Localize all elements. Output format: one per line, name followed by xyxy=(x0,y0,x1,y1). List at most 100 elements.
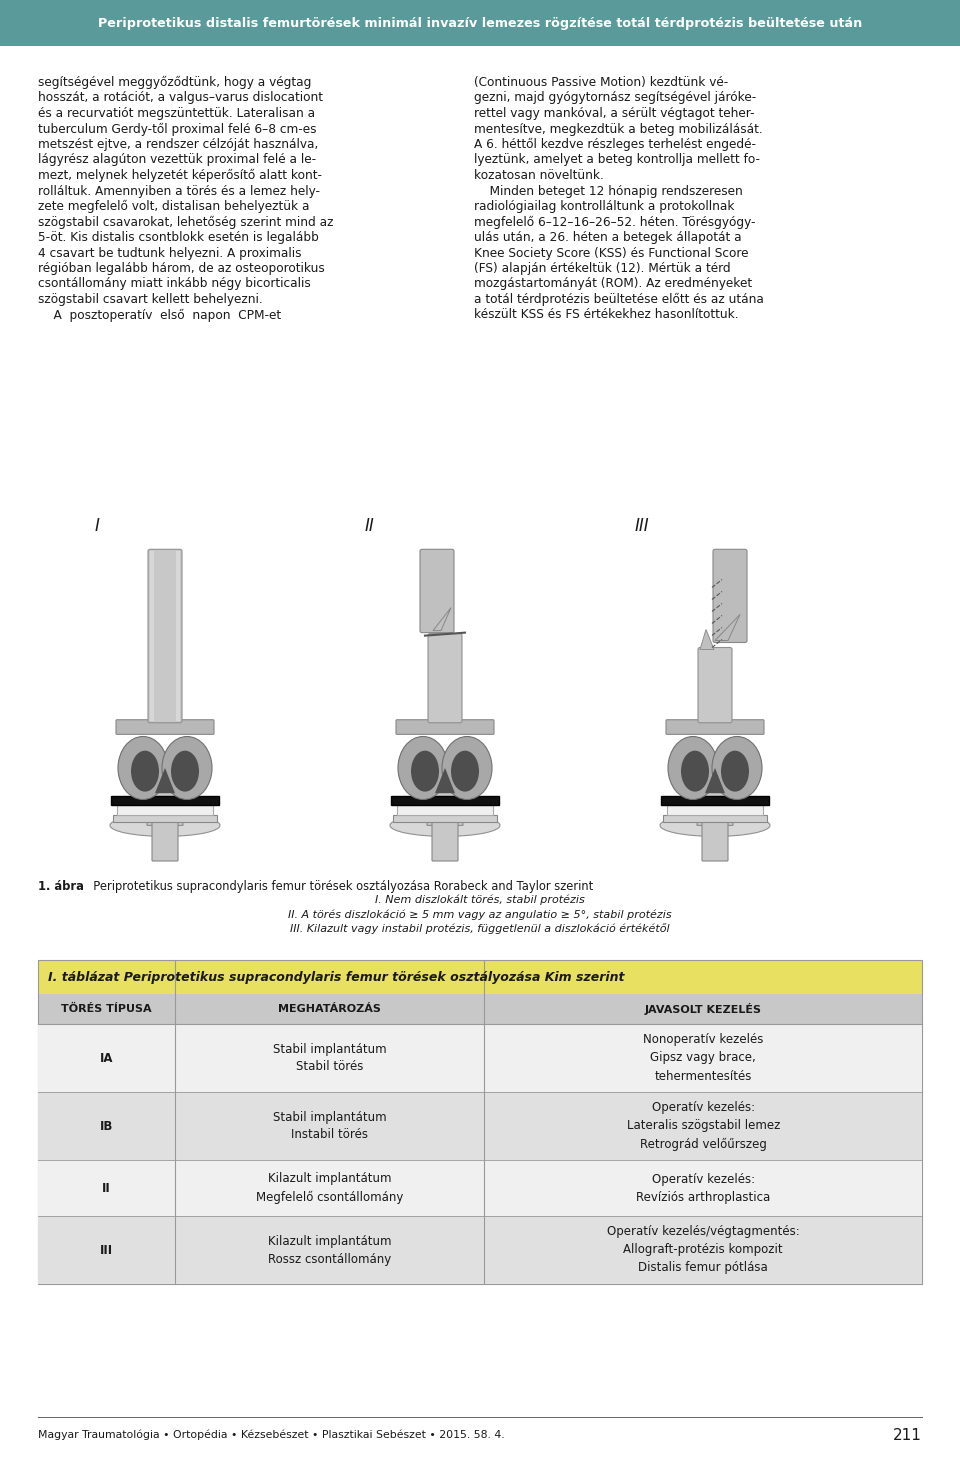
Text: lágyrész alagúton vezettük proximal felé a le-: lágyrész alagúton vezettük proximal felé… xyxy=(38,153,316,166)
Text: IB: IB xyxy=(100,1119,113,1132)
Text: készült KSS és FS értékekhez hasonlítottuk.: készült KSS és FS értékekhez hasonlított… xyxy=(474,308,738,321)
FancyBboxPatch shape xyxy=(702,786,728,861)
FancyBboxPatch shape xyxy=(432,786,458,861)
Text: Knee Society Score (KSS) és Functional Score: Knee Society Score (KSS) és Functional S… xyxy=(474,247,749,260)
Text: és a recurvatiót megszüntettük. Lateralisan a: és a recurvatiót megszüntettük. Laterali… xyxy=(38,107,315,120)
Text: megfelelő 6–12–16–26–52. héten. Törésgyógy-: megfelelő 6–12–16–26–52. héten. Törésgyó… xyxy=(474,216,756,229)
Text: Operatív kezelés/végtagmentés:
Allograft-protézis kompozit
Distalis femur pótlás: Operatív kezelés/végtagmentés: Allograft… xyxy=(607,1226,800,1275)
Bar xyxy=(38,1024,922,1091)
Text: hosszát, a rotációt, a valgus–varus dislocationt: hosszát, a rotációt, a valgus–varus disl… xyxy=(38,92,323,105)
Text: Periprotetikus supracondylaris femur törések osztályozása Rorabeck and Taylor sz: Periprotetikus supracondylaris femur tör… xyxy=(86,880,593,893)
Text: szögstabil csavarokat, lehetőség szerint mind az: szögstabil csavarokat, lehetőség szerint… xyxy=(38,216,333,229)
FancyBboxPatch shape xyxy=(713,549,747,642)
FancyBboxPatch shape xyxy=(666,719,764,734)
Text: I: I xyxy=(95,516,100,535)
Ellipse shape xyxy=(162,737,212,800)
Bar xyxy=(661,797,769,805)
Text: III: III xyxy=(635,516,650,535)
Text: szögstabil csavart kellett behelyezni.: szögstabil csavart kellett behelyezni. xyxy=(38,293,263,306)
Polygon shape xyxy=(715,614,740,641)
Text: Stabil implantátum
Instabil törés: Stabil implantátum Instabil törés xyxy=(273,1110,387,1141)
Polygon shape xyxy=(147,763,183,826)
Text: a totál térdprotézis beültetése előtt és az utána: a totál térdprotézis beültetése előtt és… xyxy=(474,293,764,306)
Text: III. Kilazult vagy instabil protézis, függetlenül a diszlokáció értékétől: III. Kilazult vagy instabil protézis, fü… xyxy=(290,924,670,934)
Ellipse shape xyxy=(668,737,718,800)
Ellipse shape xyxy=(398,737,448,800)
Ellipse shape xyxy=(171,751,199,792)
Text: I. táblázat Periprotetikus supracondylaris femur törések osztályozása Kim szerin: I. táblázat Periprotetikus supracondylar… xyxy=(48,970,625,983)
Bar xyxy=(393,816,497,823)
Text: lyeztünk, amelyet a beteg kontrollja mellett fo-: lyeztünk, amelyet a beteg kontrollja mel… xyxy=(474,153,760,166)
Bar xyxy=(397,805,493,816)
Ellipse shape xyxy=(118,737,168,800)
Text: A 6. héttől kezdve részleges terhelést engedé-: A 6. héttől kezdve részleges terhelést e… xyxy=(474,139,756,152)
FancyBboxPatch shape xyxy=(396,719,494,734)
Polygon shape xyxy=(433,607,451,630)
Text: II: II xyxy=(102,1182,111,1195)
Polygon shape xyxy=(697,763,733,826)
Bar xyxy=(0,0,960,47)
Bar xyxy=(391,797,499,805)
Bar xyxy=(663,816,767,823)
Text: A  posztoperatív  első  napon  CPM-et: A posztoperatív első napon CPM-et xyxy=(38,308,281,321)
Polygon shape xyxy=(435,767,455,794)
Ellipse shape xyxy=(721,751,749,792)
Text: 5-öt. Kis distalis csontblokk esetén is legalább: 5-öt. Kis distalis csontblokk esetén is … xyxy=(38,231,319,244)
Text: mezt, melynek helyzetét képerősítő alatt kont-: mezt, melynek helyzetét képerősítő alatt… xyxy=(38,169,322,182)
Text: ulás után, a 26. héten a betegek állapotát a: ulás után, a 26. héten a betegek állapot… xyxy=(474,231,742,244)
Text: tuberculum Gerdy-től proximal felé 6–8 cm-es: tuberculum Gerdy-től proximal felé 6–8 c… xyxy=(38,123,317,136)
Text: II. A törés diszlokáció ≥ 5 mm vagy az angulatio ≥ 5°, stabil protézis: II. A törés diszlokáció ≥ 5 mm vagy az a… xyxy=(288,909,672,919)
Text: rettel vagy mankóval, a sérült végtagot teher-: rettel vagy mankóval, a sérült végtagot … xyxy=(474,107,755,120)
Text: csontállomány miatt inkább négy bicorticalis: csontállomány miatt inkább négy bicortic… xyxy=(38,277,311,290)
Bar xyxy=(38,960,922,1284)
Ellipse shape xyxy=(110,814,220,836)
Text: Operatív kezelés:
Revíziós arthroplastica: Operatív kezelés: Revíziós arthroplastic… xyxy=(636,1173,770,1204)
Bar xyxy=(38,1160,922,1215)
FancyBboxPatch shape xyxy=(428,633,462,722)
Bar xyxy=(150,552,154,721)
Bar xyxy=(111,797,219,805)
Text: Periprotetikus distalis femurtörések minimál invazív lemezes rögzítése totál tér: Periprotetikus distalis femurtörések min… xyxy=(98,16,862,29)
Text: régióban legalább három, de az osteoporotikus: régióban legalább három, de az osteoporo… xyxy=(38,263,324,274)
Text: mentesítve, megkezdtük a beteg mobilizálását.: mentesítve, megkezdtük a beteg mobilizál… xyxy=(474,123,762,136)
Text: Kilazult implantátum
Megfelelő csontállomány: Kilazult implantátum Megfelelő csontállo… xyxy=(256,1173,403,1204)
Bar xyxy=(667,805,763,816)
Text: metszést ejtve, a rendszer célzóját használva,: metszést ejtve, a rendszer célzóját hasz… xyxy=(38,139,319,150)
Text: kozatosan növeltünk.: kozatosan növeltünk. xyxy=(474,169,604,182)
Text: Kilazult implantátum
Rossz csontállomány: Kilazult implantátum Rossz csontállomány xyxy=(268,1234,392,1265)
Polygon shape xyxy=(155,767,175,794)
Text: III: III xyxy=(100,1243,113,1256)
Ellipse shape xyxy=(681,751,709,792)
Ellipse shape xyxy=(442,737,492,800)
Text: 1. ábra: 1. ábra xyxy=(38,880,84,893)
Text: (FS) alapján értékeltük (12). Mértük a térd: (FS) alapján értékeltük (12). Mértük a t… xyxy=(474,263,731,274)
FancyBboxPatch shape xyxy=(698,648,732,722)
Bar xyxy=(117,805,213,816)
Text: Magyar Traumatológia • Ortopédia • Kézsebészet • Plasztikai Sebészet • 2015. 58.: Magyar Traumatológia • Ortopédia • Kézse… xyxy=(38,1430,505,1440)
Text: (Continuous Passive Motion) kezdtünk vé-: (Continuous Passive Motion) kezdtünk vé- xyxy=(474,76,729,89)
Text: II: II xyxy=(365,516,374,535)
Text: I. Nem diszlokált törés, stabil protézis: I. Nem diszlokált törés, stabil protézis xyxy=(375,894,585,905)
Text: gezni, majd gyógytornász segítségével járóke-: gezni, majd gyógytornász segítségével já… xyxy=(474,92,756,105)
Text: 211: 211 xyxy=(893,1427,922,1443)
Text: segítségével meggyőződtünk, hogy a végtag: segítségével meggyőződtünk, hogy a végta… xyxy=(38,76,311,89)
Text: MEGHATÁROZÁS: MEGHATÁROZÁS xyxy=(278,1004,381,1014)
Text: Nonoperatív kezelés
Gipsz vagy brace,
tehermentesítés: Nonoperatív kezelés Gipsz vagy brace, te… xyxy=(643,1033,763,1083)
Text: Operatív kezelés:
Lateralis szögstabil lemez
Retrográd velőűrszeg: Operatív kezelés: Lateralis szögstabil l… xyxy=(627,1102,780,1151)
Bar xyxy=(38,960,922,994)
Text: Stabil implantátum
Stabil törés: Stabil implantátum Stabil törés xyxy=(273,1043,387,1074)
Text: mozgástartományát (ROM). Az eredményeket: mozgástartományát (ROM). Az eredményeket xyxy=(474,277,752,290)
Ellipse shape xyxy=(390,814,500,836)
Bar xyxy=(38,1215,922,1284)
FancyBboxPatch shape xyxy=(420,549,454,633)
Polygon shape xyxy=(427,763,463,826)
Text: IA: IA xyxy=(100,1052,113,1065)
Text: 4 csavart be tudtunk helyezni. A proximalis: 4 csavart be tudtunk helyezni. A proxima… xyxy=(38,247,301,260)
Text: TÖRÉS TÍPUSA: TÖRÉS TÍPUSA xyxy=(61,1004,152,1014)
Text: zete megfelelő volt, distalisan behelyeztük a: zete megfelelő volt, distalisan behelyez… xyxy=(38,200,309,213)
FancyBboxPatch shape xyxy=(116,719,214,734)
Bar xyxy=(176,552,180,721)
Ellipse shape xyxy=(131,751,159,792)
Ellipse shape xyxy=(411,751,439,792)
Bar xyxy=(113,816,217,823)
